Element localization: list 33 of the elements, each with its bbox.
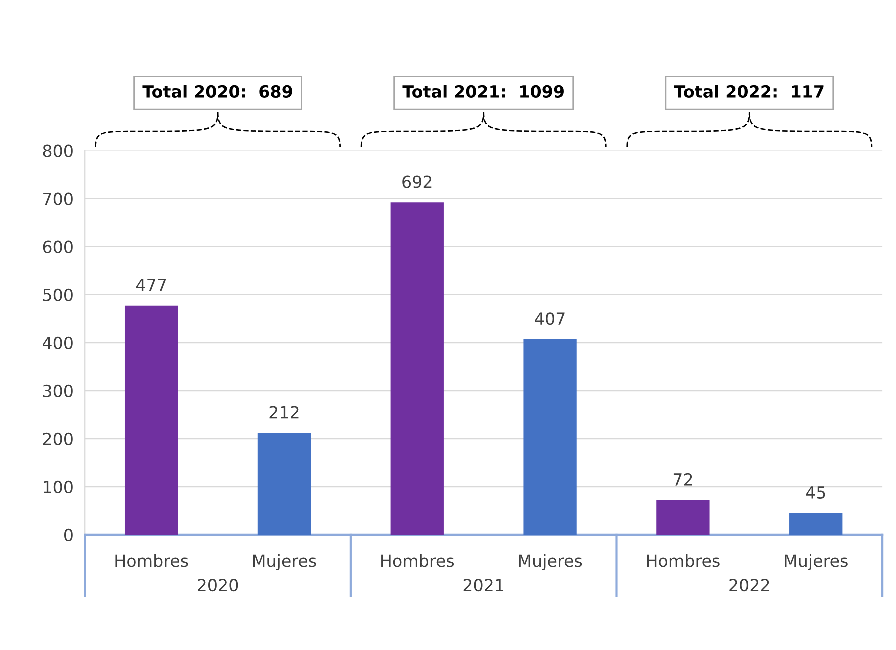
text: 2021 xyxy=(464,579,504,592)
x-tick-label: Hombres xyxy=(647,554,720,568)
text: Total 2021: 1099 xyxy=(402,85,564,98)
y-tick-label: 500 xyxy=(43,288,73,302)
y-tick-label: 800 xyxy=(43,144,73,158)
x-tick-label: Mujeres xyxy=(253,554,316,571)
text: Total 2020: 689 xyxy=(142,85,292,98)
y-tick-label: 700 xyxy=(44,192,73,206)
data-label: 477 xyxy=(136,279,166,292)
data-label: 407 xyxy=(535,312,565,326)
y-tick-label: 200 xyxy=(43,432,73,446)
bar xyxy=(790,513,843,535)
x-tick-label: Mujeres xyxy=(785,554,848,571)
text: 2022 xyxy=(730,579,770,592)
data-label: 212 xyxy=(270,406,299,419)
bar xyxy=(524,340,577,535)
y-tick-label: 600 xyxy=(43,240,73,254)
x-tick-label: Mujeres xyxy=(519,554,582,571)
y-tick-label: 0 xyxy=(64,528,73,542)
bar xyxy=(390,202,444,535)
y-tick-label: 300 xyxy=(43,384,73,398)
x-tick-label: Hombres xyxy=(116,554,188,568)
y-tick-label: 400 xyxy=(43,336,73,350)
y-tick-label: 100 xyxy=(44,480,73,494)
bar xyxy=(258,433,312,535)
x-tick-label: Hombres xyxy=(382,554,454,568)
data-label: 692 xyxy=(402,176,432,188)
bar xyxy=(656,500,710,535)
bar xyxy=(124,306,178,535)
text: Total 2022: 117 xyxy=(674,85,824,98)
text: 2020 xyxy=(198,579,238,592)
data-label: 72 xyxy=(674,473,692,486)
data-label: 45 xyxy=(806,486,826,499)
